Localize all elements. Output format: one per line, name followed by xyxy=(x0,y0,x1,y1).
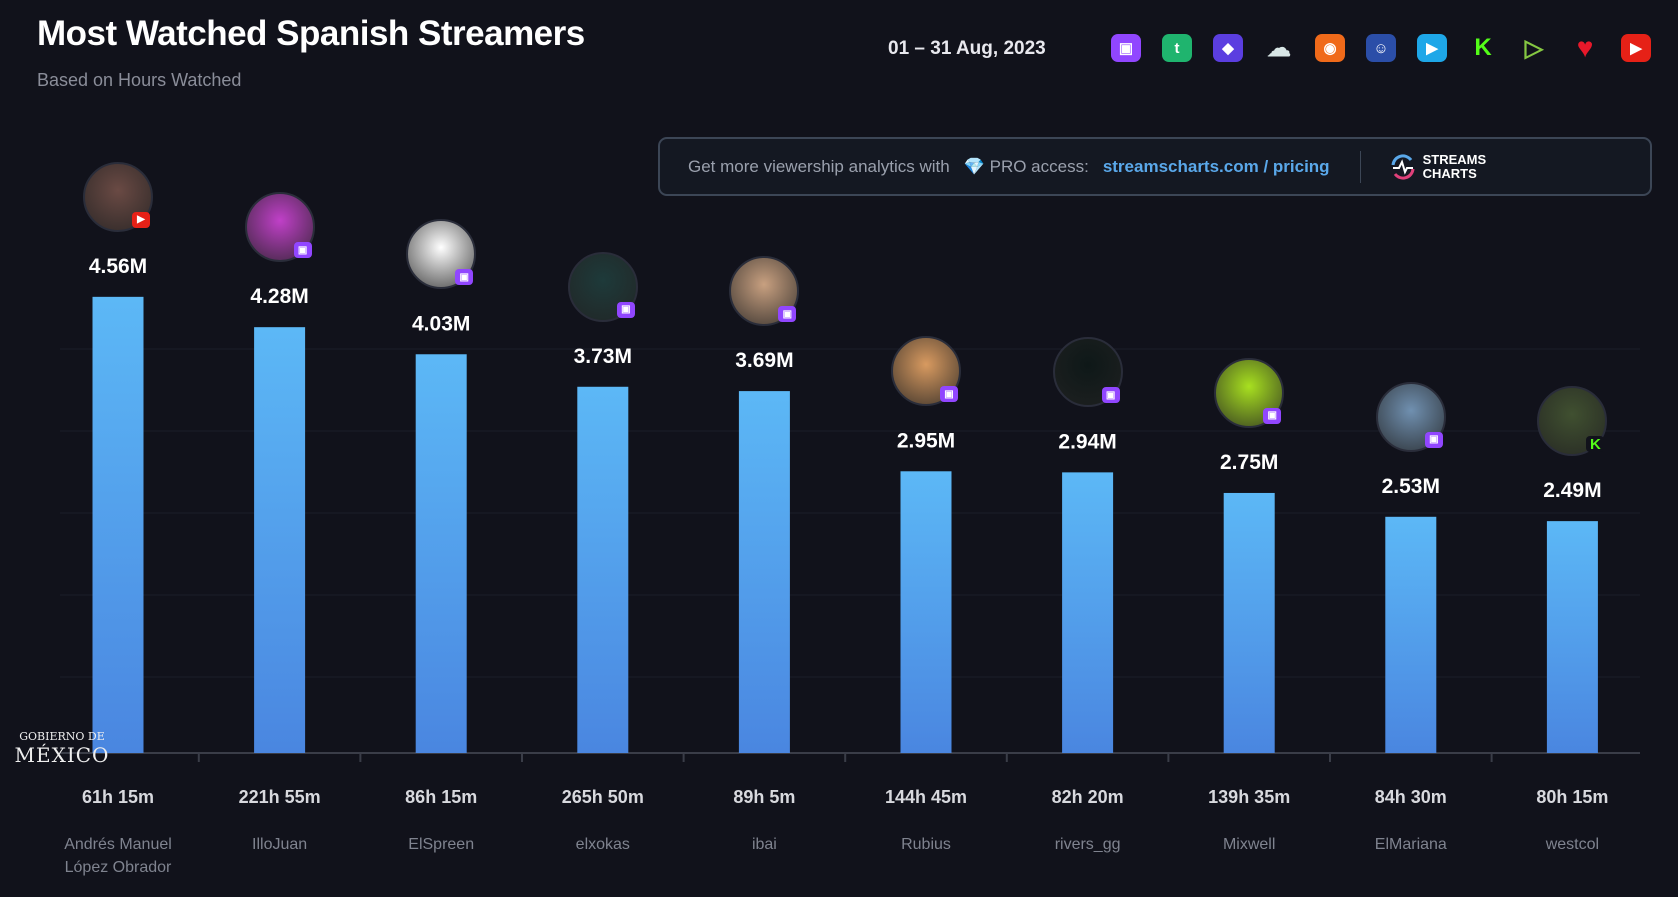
airtime-label: 84h 30m xyxy=(1375,787,1447,807)
bar xyxy=(1546,521,1598,753)
banner-text: Get more viewership analytics with xyxy=(688,156,950,176)
bar xyxy=(900,471,952,753)
value-label: 3.69M xyxy=(735,349,793,372)
bar xyxy=(92,296,144,753)
airtime-label: 89h 5m xyxy=(733,787,795,807)
value-label: 2.94M xyxy=(1058,430,1116,453)
streamer-name: IlloJuan xyxy=(252,836,307,853)
pro-banner[interactable]: Get more viewership analytics with 💎 PRO… xyxy=(658,137,1652,196)
streamer-name: rivers_gg xyxy=(1055,836,1121,853)
twitch-badge-icon: ▣ xyxy=(1424,431,1443,448)
streamer-name: López Obrador xyxy=(65,859,172,876)
value-label: 2.75M xyxy=(1220,451,1278,474)
airtime-label: 61h 15m xyxy=(82,787,154,807)
chart-title: Most Watched Spanish Streamers xyxy=(37,14,585,53)
dlive-icon[interactable]: ◆ xyxy=(1213,34,1243,62)
twitch-badge-icon: ▣ xyxy=(778,306,797,323)
logo-line1: STREAMS xyxy=(1422,151,1487,167)
streamer-name: ElSpreen xyxy=(408,836,474,853)
logo-line2: CHARTS xyxy=(1422,165,1477,181)
value-label: 4.03M xyxy=(412,312,470,335)
bar xyxy=(1062,472,1114,753)
heart-icon[interactable]: ♥ xyxy=(1576,32,1594,63)
nimo-icon[interactable]: ◉ xyxy=(1315,34,1345,62)
date-range: 01 – 31 Aug, 2023 xyxy=(888,38,1046,59)
chart-subtitle: Based on Hours Watched xyxy=(37,70,242,90)
streamer-avatar xyxy=(1214,357,1285,428)
bar xyxy=(1223,492,1275,753)
bigo-icon[interactable]: ☺ xyxy=(1366,34,1396,62)
twitch-icon[interactable]: ▣ xyxy=(1111,34,1141,62)
airtime-label: 139h 35m xyxy=(1208,787,1290,807)
trovo-icon[interactable]: t xyxy=(1162,34,1192,62)
bar xyxy=(738,391,790,753)
pricing-link[interactable]: streamscharts.com / pricing xyxy=(1102,156,1330,176)
value-label: 4.56M xyxy=(89,255,147,278)
airtime-label: 82h 20m xyxy=(1052,787,1124,807)
banner-divider xyxy=(1359,150,1361,183)
bar xyxy=(415,354,467,753)
value-label: 3.73M xyxy=(574,345,632,368)
youtube-icon[interactable]: ▶ xyxy=(1621,34,1651,62)
streams-charts-logo-icon xyxy=(1391,153,1415,180)
value-label: 4.28M xyxy=(250,285,308,308)
streamer-name: Andrés Manuel xyxy=(64,836,172,853)
airtime-label: 221h 55m xyxy=(239,787,321,807)
ghost-icon[interactable]: ☁ xyxy=(1267,34,1291,62)
pro-label: 💎 PRO access: xyxy=(963,156,1089,176)
airtime-label: 265h 50m xyxy=(562,787,644,807)
twitch-badge-icon: ▣ xyxy=(616,301,635,318)
streamer-name: Rubius xyxy=(901,836,951,853)
value-label: 2.53M xyxy=(1382,475,1440,498)
streamer-name: westcol xyxy=(1545,836,1599,853)
streams-charts-logo: STREAMS CHARTS xyxy=(1389,151,1487,181)
twitch-badge-icon: ▣ xyxy=(1263,407,1282,424)
twitch-badge-icon: ▣ xyxy=(1101,387,1120,404)
camera-icon[interactable]: ▶ xyxy=(1417,34,1447,62)
kick-icon[interactable]: K xyxy=(1474,34,1492,61)
watermark-line1: GOBIERNO DE xyxy=(19,730,105,743)
airtime-label: 80h 15m xyxy=(1536,787,1608,807)
watermark-logo: GOBIERNO DE MÉXICO xyxy=(12,730,112,767)
kick-badge-icon: K xyxy=(1586,436,1605,453)
twitch-badge-icon: ▣ xyxy=(455,269,474,286)
bar xyxy=(254,327,306,753)
watermark-line2: MÉXICO xyxy=(14,743,110,767)
bar xyxy=(577,386,629,753)
rumble-icon[interactable]: ▷ xyxy=(1524,34,1544,62)
value-label: 2.49M xyxy=(1543,479,1601,502)
airtime-label: 86h 15m xyxy=(405,787,477,807)
streamer-name: ElMariana xyxy=(1375,836,1447,853)
streamer-name: ibai xyxy=(752,836,777,853)
airtime-label: 144h 45m xyxy=(885,787,967,807)
bar xyxy=(1385,516,1437,753)
streamer-name: elxokas xyxy=(576,836,630,853)
youtube-badge-icon: ▶ xyxy=(132,211,150,228)
twitch-badge-icon: ▣ xyxy=(940,386,958,403)
twitch-badge-icon: ▣ xyxy=(293,242,312,259)
value-label: 2.95M xyxy=(897,429,955,452)
streamer-name: Mixwell xyxy=(1223,836,1275,853)
